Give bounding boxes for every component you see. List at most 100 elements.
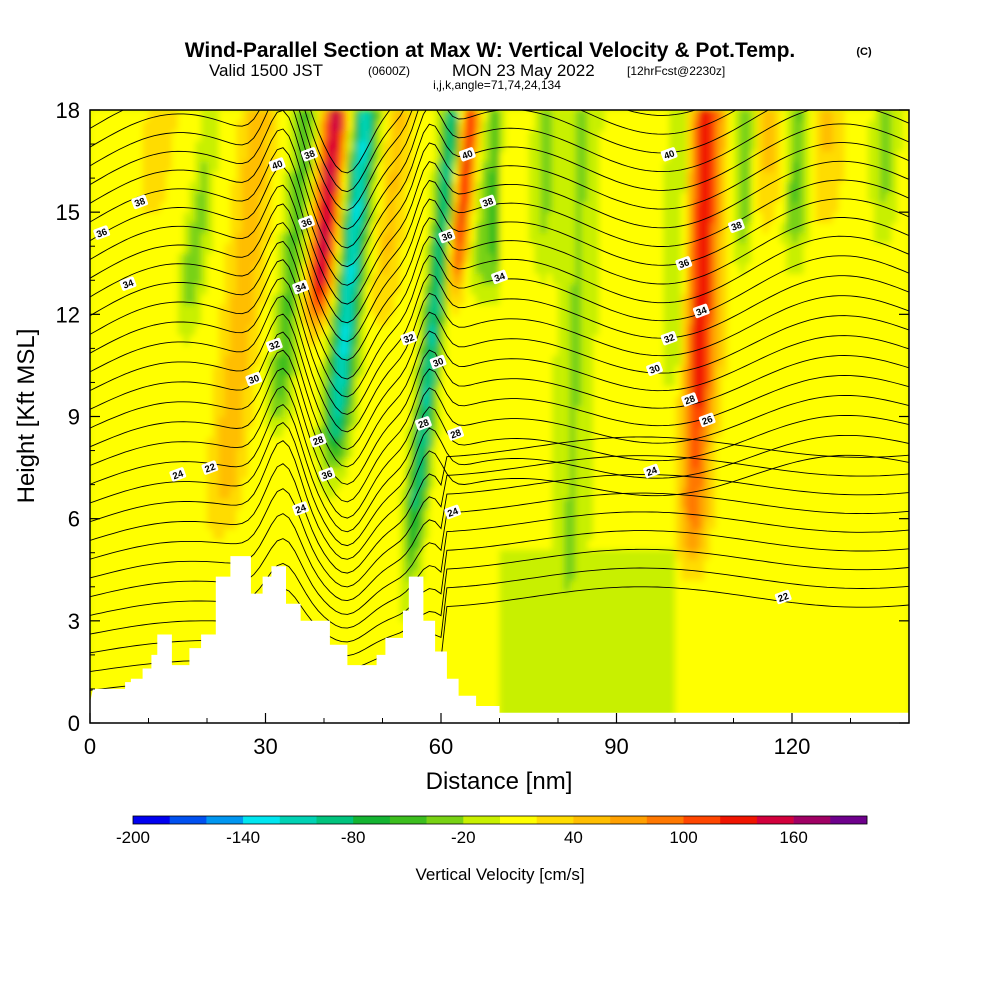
velocity-cell [411,304,419,315]
velocity-cell [171,263,179,274]
velocity-cell [481,661,489,673]
velocity-cell [423,263,430,274]
velocity-cell [125,457,132,469]
velocity-cell [376,314,384,326]
velocity-cell [569,528,577,540]
velocity-cell [534,620,542,632]
velocity-cell [370,212,378,223]
velocity-cell [212,375,220,387]
velocity-cell [125,120,132,131]
velocity-cell [329,447,337,458]
velocity-cell [388,355,395,366]
velocity-cell [364,620,372,632]
velocity-cell [189,631,196,642]
velocity-cell [183,528,190,540]
velocity-cell [259,334,267,346]
velocity-cell [470,610,477,622]
velocity-cell [265,375,272,387]
velocity-cell [259,130,267,142]
velocity-cell [95,375,103,387]
velocity-cell [481,130,489,142]
velocity-cell [411,161,419,172]
velocity-cell [312,508,319,520]
velocity-cell [505,631,512,642]
velocity-cell [288,304,296,315]
velocity-cell [505,365,512,377]
velocity-cell [130,222,138,234]
velocity-cell [417,232,424,244]
velocity-cell [183,263,190,274]
velocity-cell [569,436,577,448]
velocity-cell [423,590,430,601]
velocity-cell [353,222,360,234]
velocity-cell [101,661,109,673]
velocity-cell [329,161,337,172]
velocity-cell [119,263,126,274]
velocity-cell [212,201,220,213]
velocity-cell [335,569,343,581]
velocity-cell [499,641,506,653]
velocity-cell [394,569,401,581]
velocity-cell [90,631,97,642]
velocity-cell [528,375,536,387]
velocity-cell [195,120,202,131]
velocity-cell [517,457,524,469]
velocity-cell [487,130,495,142]
velocity-cell [130,191,138,203]
velocity-cell [464,140,471,152]
velocity-cell [394,580,401,591]
velocity-cell [248,130,255,142]
velocity-cell [283,385,290,397]
velocity-cell [405,559,413,571]
velocity-cell [353,110,360,121]
velocity-cell [148,580,155,591]
velocity-cell [207,569,214,581]
velocity-cell [142,161,150,172]
velocity-cell [370,191,378,203]
velocity-cell [324,110,331,121]
velocity-cell [493,293,501,305]
velocity-cell [189,283,196,295]
velocity-cell [142,110,150,121]
velocity-cell [388,222,395,234]
velocity-cell [446,549,454,561]
velocity-cell [388,467,395,479]
velocity-cell [166,242,173,254]
velocity-cell [253,518,261,530]
velocity-cell [265,488,272,499]
velocity-cell [505,130,512,142]
velocity-cell [242,416,249,428]
velocity-cell [364,457,372,469]
velocity-cell [458,181,465,193]
velocity-cell [195,181,202,193]
velocity-cell [487,396,495,407]
velocity-cell [528,508,536,520]
velocity-cell [458,631,465,642]
velocity-cell [113,631,120,642]
velocity-cell [446,120,454,131]
velocity-cell [160,120,167,131]
velocity-cell [353,273,360,285]
velocity-cell [546,181,553,193]
velocity-cell [148,457,155,469]
velocity-cell [177,334,185,346]
velocity-cell [335,345,343,356]
velocity-cell [499,498,506,509]
velocity-cell [364,631,372,642]
velocity-cell [376,355,384,366]
velocity-cell [452,610,460,622]
velocity-cell [201,181,208,193]
velocity-cell [248,253,255,264]
velocity-cell [505,314,512,326]
velocity-cell [470,263,477,274]
velocity-cell [499,201,506,213]
velocity-cell [540,345,547,356]
velocity-cell [481,120,489,131]
velocity-cell [95,436,103,448]
velocity-cell [335,201,343,213]
velocity-cell [271,436,278,448]
velocity-cell [283,539,290,550]
velocity-cell [335,610,343,622]
velocity-cell [364,355,372,366]
